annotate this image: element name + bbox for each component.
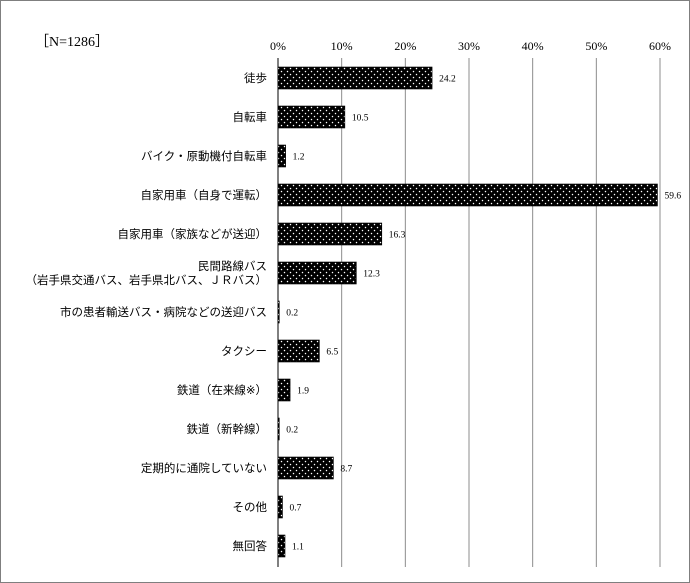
bar (277, 66, 433, 90)
bar (277, 144, 286, 168)
category-label: 定期的に通院していない (141, 461, 267, 475)
bar (277, 183, 658, 207)
category-label: 自転車 (233, 110, 268, 124)
data-label: 24.2 (439, 75, 456, 85)
x-tick-label: 40% (522, 39, 544, 53)
data-label: 6.5 (326, 348, 338, 358)
data-label: 8.7 (340, 465, 352, 475)
x-tick-label: 0% (270, 39, 286, 53)
category-label: 徒歩 (244, 71, 267, 85)
x-tick-label: 20% (394, 39, 416, 53)
bar (277, 456, 334, 480)
bar (277, 339, 320, 363)
data-label: 0.2 (286, 309, 298, 319)
data-label: 1.9 (297, 387, 309, 397)
x-tick-label: 50% (585, 39, 607, 53)
bars (277, 66, 658, 558)
bar (277, 417, 280, 441)
gridlines (277, 58, 661, 567)
x-tick-label: 60% (649, 39, 671, 53)
category-label: その他 (233, 500, 268, 514)
data-label: 1.1 (292, 543, 304, 553)
category-label: 自家用車（家族などが送迎） (118, 227, 268, 241)
data-label: 0.7 (289, 504, 301, 514)
x-axis-ticks: 0% 10% 20% 30% 40% 50% 60% (270, 39, 671, 53)
bar (277, 222, 383, 246)
x-tick-label: 10% (331, 39, 353, 53)
category-label: タクシー (221, 344, 267, 358)
data-label: 59.6 (664, 192, 681, 202)
data-label: 10.5 (352, 114, 369, 124)
bar (277, 534, 286, 558)
x-tick-label: 30% (458, 39, 480, 53)
data-labels: 24.2 10.5 1.2 59.6 16.3 12.3 0.2 6.5 1.9 0.2 8.7 0.… (286, 75, 681, 553)
category-label: 無回答 (233, 539, 268, 553)
category-label: 民間路線バス（岩手県交通バス、岩手県北バス、ＪＲバス） (26, 259, 268, 287)
category-label: 鉄道（在来線※） (177, 383, 267, 397)
data-label: 1.2 (293, 153, 305, 163)
bar (277, 378, 291, 402)
sample-size-label: ［N=1286］ (35, 34, 109, 50)
category-label: 鉄道（新幹線） (187, 422, 268, 436)
category-label: バイク・原動機付自転車 (141, 149, 267, 163)
bar (277, 495, 283, 519)
data-label: 12.3 (363, 270, 380, 280)
bar (277, 300, 280, 324)
category-label: 市の患者輸送バス・病院などの送迎バス (60, 305, 267, 319)
category-label: 自家用車（自身で運転） (141, 188, 268, 202)
data-label: 16.3 (389, 231, 406, 241)
data-label: 0.2 (286, 426, 298, 436)
bar (277, 105, 346, 129)
bar (277, 261, 357, 285)
